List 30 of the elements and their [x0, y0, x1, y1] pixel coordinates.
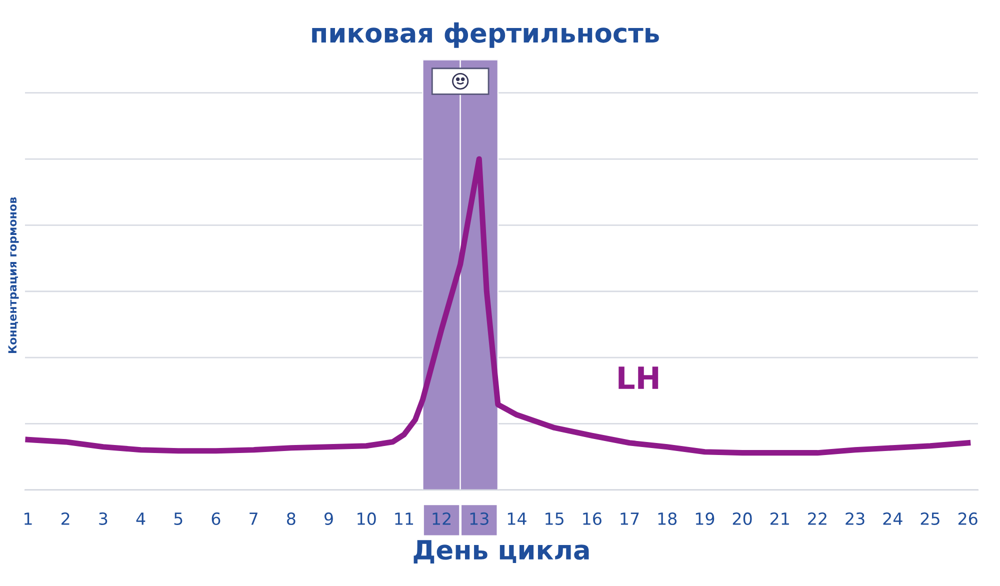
series-label: LH	[618, 366, 658, 389]
x-tick-label: 1	[24, 512, 32, 525]
x-tick-label: 15	[546, 512, 564, 526]
x-tick-label: 9	[324, 512, 333, 526]
x-tick-label: 20	[732, 512, 752, 526]
x-axis-title: День цикла	[414, 540, 589, 564]
chart-title: пиковая фертильность	[312, 22, 659, 48]
x-tick-label: 16	[583, 512, 602, 526]
x-tick-label: 12	[432, 512, 450, 525]
x-tick-label: 3	[99, 512, 108, 526]
x-tick-label: 7	[250, 512, 258, 525]
x-tick-label: 26	[958, 512, 978, 526]
x-tick-label: 23	[846, 512, 864, 526]
x-tick-label: 5	[174, 512, 182, 526]
x-tick-label: 17	[620, 512, 639, 525]
x-tick-label: 4	[136, 512, 146, 525]
x-tick-label: 2	[62, 512, 70, 525]
x-tick-label: 25	[920, 512, 940, 526]
x-tick-label: 6	[212, 512, 220, 526]
y-axis-title: Концентрация гормонов	[8, 197, 19, 353]
x-tick-label: 10	[358, 512, 376, 526]
x-tick-label: 14	[508, 512, 526, 525]
x-tick-label: 13	[470, 512, 488, 526]
x-tick-label: 18	[658, 512, 677, 526]
x-tick-label: 8	[286, 512, 296, 526]
x-tick-label: 19	[696, 512, 714, 526]
x-tick-label: 21	[770, 512, 789, 525]
x-tick-label: 24	[883, 512, 902, 525]
x-tick-label: 11	[395, 512, 414, 525]
x-tick-label: 22	[808, 512, 826, 525]
